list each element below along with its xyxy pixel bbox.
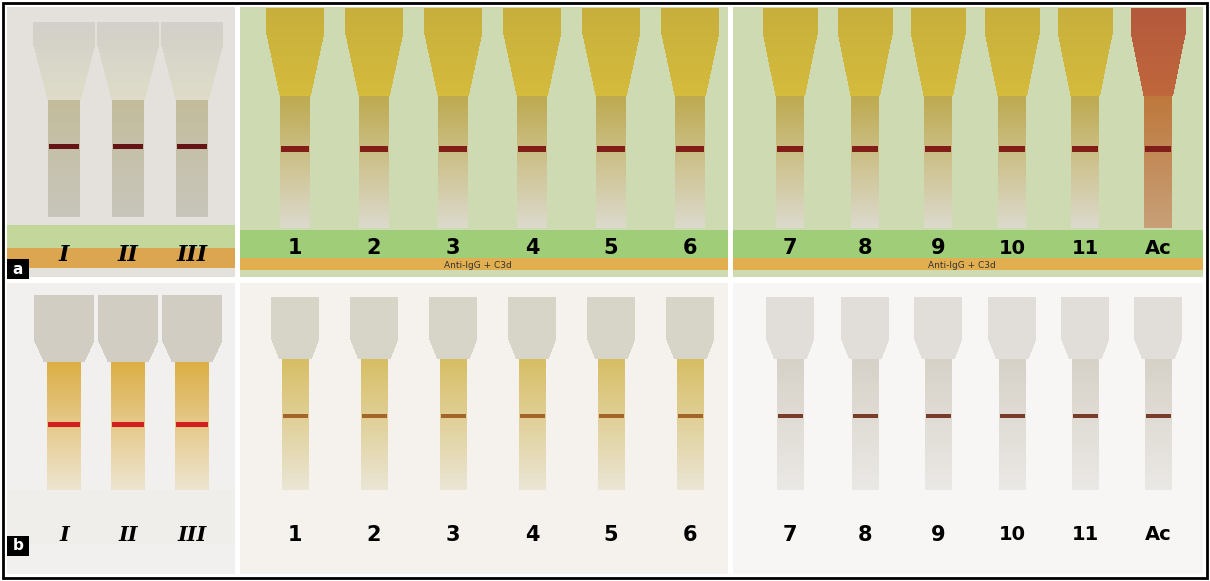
Text: 8: 8 — [858, 525, 872, 545]
Text: 6: 6 — [682, 238, 697, 258]
Text: III: III — [178, 525, 207, 545]
Text: 4: 4 — [525, 525, 540, 545]
Text: 2: 2 — [367, 238, 381, 258]
Text: Anti-IgG + C3d: Anti-IgG + C3d — [444, 261, 512, 271]
Text: Anti-IgG + C3d: Anti-IgG + C3d — [928, 261, 996, 271]
Text: a: a — [13, 261, 23, 277]
Text: 11: 11 — [1071, 525, 1099, 544]
Text: III: III — [177, 244, 208, 266]
Text: b: b — [12, 539, 23, 554]
Text: 9: 9 — [930, 525, 945, 545]
Text: 7: 7 — [783, 525, 797, 545]
Text: Ac: Ac — [1145, 525, 1171, 544]
Text: 2: 2 — [367, 525, 381, 545]
Text: 9: 9 — [930, 238, 945, 258]
Text: 6: 6 — [682, 525, 697, 545]
Text: 1: 1 — [288, 238, 302, 258]
Bar — [7, 259, 29, 279]
Text: 5: 5 — [604, 525, 618, 545]
Text: I: I — [59, 244, 69, 266]
Text: 8: 8 — [858, 238, 872, 258]
Text: 4: 4 — [525, 238, 540, 258]
Text: Ac: Ac — [1145, 238, 1171, 257]
Text: 1: 1 — [288, 525, 302, 545]
Text: II: II — [117, 244, 138, 266]
Text: 5: 5 — [604, 238, 618, 258]
Text: II: II — [119, 525, 138, 545]
Text: 10: 10 — [998, 525, 1026, 544]
Text: 3: 3 — [445, 238, 460, 258]
Text: I: I — [59, 525, 69, 545]
Text: 7: 7 — [783, 238, 797, 258]
Text: 11: 11 — [1071, 238, 1099, 257]
Text: 10: 10 — [998, 238, 1026, 257]
Bar — [7, 536, 29, 556]
Text: 3: 3 — [445, 525, 460, 545]
